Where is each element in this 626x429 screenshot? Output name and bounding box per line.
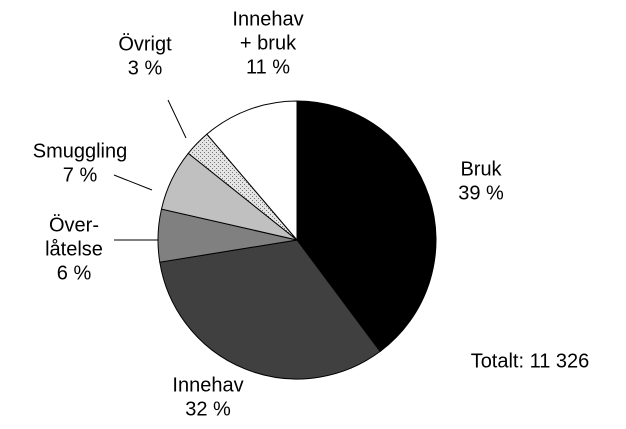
pie-slice — [159, 239, 381, 380]
slice-label: låtelse — [45, 238, 103, 260]
slice-value-label: 7 % — [63, 164, 98, 186]
slice-value-label: 6 % — [57, 262, 92, 284]
slice-label: Bruk — [460, 158, 502, 180]
leader-lines — [113, 99, 187, 241]
total-annotation: Totalt: 11 326 — [471, 350, 590, 372]
slice-label: Innehav — [232, 8, 303, 30]
slice-label: Smuggling — [33, 140, 128, 162]
pie-slice — [296, 100, 437, 353]
leader-line — [113, 174, 153, 191]
slice-value-label: 11 % — [246, 56, 290, 78]
slice-value-label: 3 % — [128, 57, 163, 79]
slice-label: + bruk — [240, 32, 297, 54]
slice-label: Övrigt — [118, 33, 172, 55]
slice-label: Över- — [49, 214, 99, 236]
pie-slice — [206, 100, 298, 242]
slice-label: Innehav — [172, 374, 243, 396]
leader-line — [167, 99, 187, 139]
slice-value-label: 32 % — [185, 398, 231, 420]
slice-value-label: 39 % — [458, 182, 504, 204]
